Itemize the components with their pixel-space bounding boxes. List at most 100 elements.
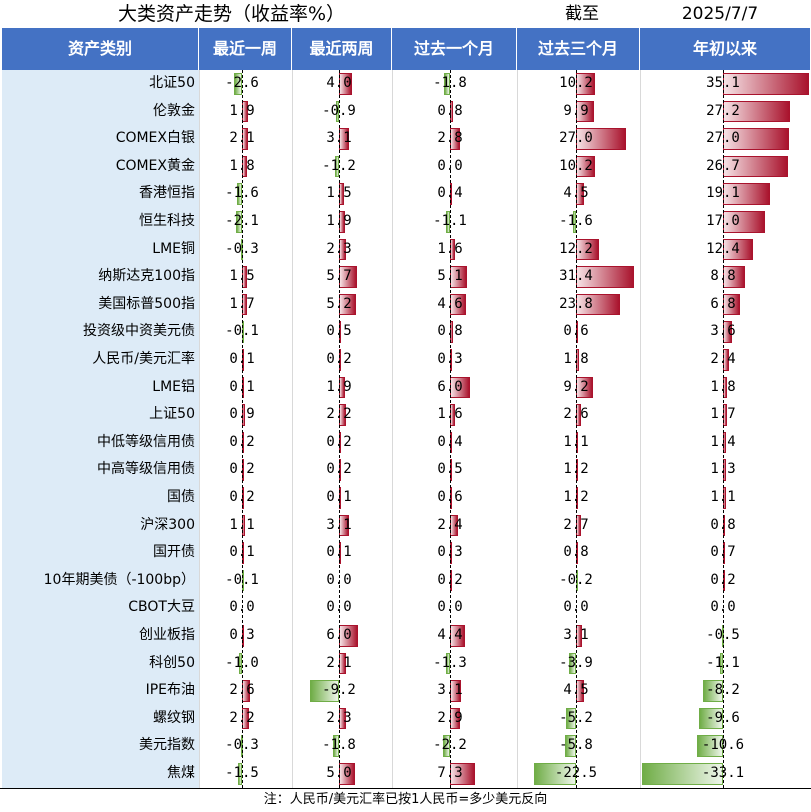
value-label: 6.8 [710, 295, 736, 312]
column-header-2: 最近两周 [292, 28, 392, 70]
value-label: 7.3 [437, 765, 463, 781]
value-label: 0.5 [326, 323, 352, 340]
row-label: COMEX黄金 [115, 157, 195, 174]
value-label: 0.2 [710, 571, 736, 588]
value-bar [566, 707, 576, 730]
value-bar [534, 763, 576, 785]
value-label: 5.7 [326, 268, 352, 285]
value-label: 2.9 [437, 709, 463, 726]
value-label: 2.4 [437, 516, 463, 533]
row-label: 螺纹钢 [153, 709, 195, 726]
as-of-label: 截至 [565, 4, 599, 24]
value-bar [239, 652, 242, 675]
column-divider [640, 70, 641, 788]
value-label: 0.4 [437, 185, 463, 202]
row-label: 10年期美债（-100bp） [43, 571, 195, 588]
value-label: 0.3 [437, 544, 463, 561]
value-label: 1.6 [437, 240, 463, 257]
value-label: 0.2 [437, 571, 463, 588]
value-label: 0.4 [437, 433, 463, 450]
value-label: 0.8 [437, 102, 463, 119]
value-label: 1.9 [326, 213, 352, 229]
category-column-background [2, 70, 199, 788]
value-label: 0.0 [710, 599, 736, 616]
value-label: 1.9 [326, 378, 352, 395]
value-label: 0.9 [229, 406, 255, 423]
value-label: 0.0 [326, 571, 352, 588]
value-label: 0.2 [229, 433, 255, 450]
value-label: 0.2 [229, 489, 255, 505]
row-label: 伦敦金 [153, 102, 195, 119]
value-bar [235, 211, 242, 233]
value-label: 2.1 [229, 130, 255, 147]
value-label: 0.0 [563, 599, 589, 616]
value-bar [720, 652, 723, 675]
value-label: 0.0 [437, 599, 463, 616]
value-label: 0.8 [710, 516, 736, 533]
value-label: 4.0 [326, 75, 352, 91]
value-label: 0.2 [326, 433, 352, 450]
value-label: 1.9 [229, 102, 255, 119]
value-label: 0.2 [326, 461, 352, 478]
value-label: 1.5 [326, 185, 352, 202]
as-of-date: 2025/7/7 [681, 4, 759, 24]
row-label: IPE布油 [145, 682, 195, 699]
value-label: 1.8 [710, 378, 736, 395]
value-label: 3.1 [563, 627, 589, 643]
value-label: 4.5 [563, 682, 589, 699]
value-label: 1.7 [710, 406, 736, 423]
value-bar [641, 763, 723, 785]
value-label: 2.2 [229, 709, 255, 726]
value-label: 0.2 [229, 461, 255, 478]
value-label: 2.7 [563, 516, 589, 533]
column-header-4: 过去三个月 [517, 28, 640, 70]
value-label: 5.2 [326, 295, 352, 312]
row-label: 人民币/美元汇率 [92, 351, 195, 367]
value-bar [443, 73, 450, 95]
row-label: 国债 [167, 489, 195, 505]
value-label: 4.5 [563, 185, 589, 202]
value-label: 2.3 [326, 240, 352, 257]
value-bar [702, 680, 723, 702]
column-header-0: 资产类别 [2, 28, 199, 70]
value-label: 6.0 [326, 627, 352, 643]
value-bar [237, 183, 242, 205]
value-label: 2.1 [326, 654, 352, 671]
row-label: 国开债 [153, 544, 195, 561]
value-label: 3.1 [326, 130, 352, 147]
value-label: 0.1 [229, 351, 255, 367]
row-label: 焦煤 [167, 765, 195, 781]
value-label: 5.1 [437, 268, 463, 285]
value-label: 1.2 [563, 489, 589, 505]
value-label: 0.1 [326, 544, 352, 561]
value-label: 6.0 [437, 378, 463, 395]
row-label: 北证50 [149, 75, 195, 91]
row-label: 恒生科技 [139, 213, 195, 229]
value-label: 9.2 [563, 378, 589, 395]
value-label: 4.6 [437, 295, 463, 312]
value-label: 0.6 [437, 489, 463, 505]
zero-axis-line [723, 70, 724, 788]
value-label: 1.7 [229, 295, 255, 312]
row-label: 沪深300 [140, 516, 195, 533]
value-label: 0.8 [437, 323, 463, 340]
value-label: 2.2 [326, 406, 352, 423]
value-label: 1.6 [437, 406, 463, 423]
value-label: 0.0 [326, 599, 352, 616]
value-bar [336, 100, 339, 123]
row-label: 中低等级信用债 [97, 433, 195, 450]
row-label: 香港恒指 [139, 185, 195, 202]
value-label: 0.1 [326, 489, 352, 505]
value-label: 0.0 [437, 157, 463, 174]
value-label: 2.8 [437, 130, 463, 147]
row-label: COMEX白银 [115, 130, 195, 147]
value-label: 0.5 [437, 461, 463, 478]
table-title: 大类资产走势（收益率%） [118, 3, 346, 25]
value-label: 2.3 [326, 709, 352, 726]
row-label: 纳斯达克100指 [98, 268, 195, 285]
value-label: 2.6 [229, 682, 255, 699]
value-label: 1.8 [229, 157, 255, 174]
zero-axis-line [450, 70, 451, 788]
zero-axis-line [576, 70, 577, 788]
